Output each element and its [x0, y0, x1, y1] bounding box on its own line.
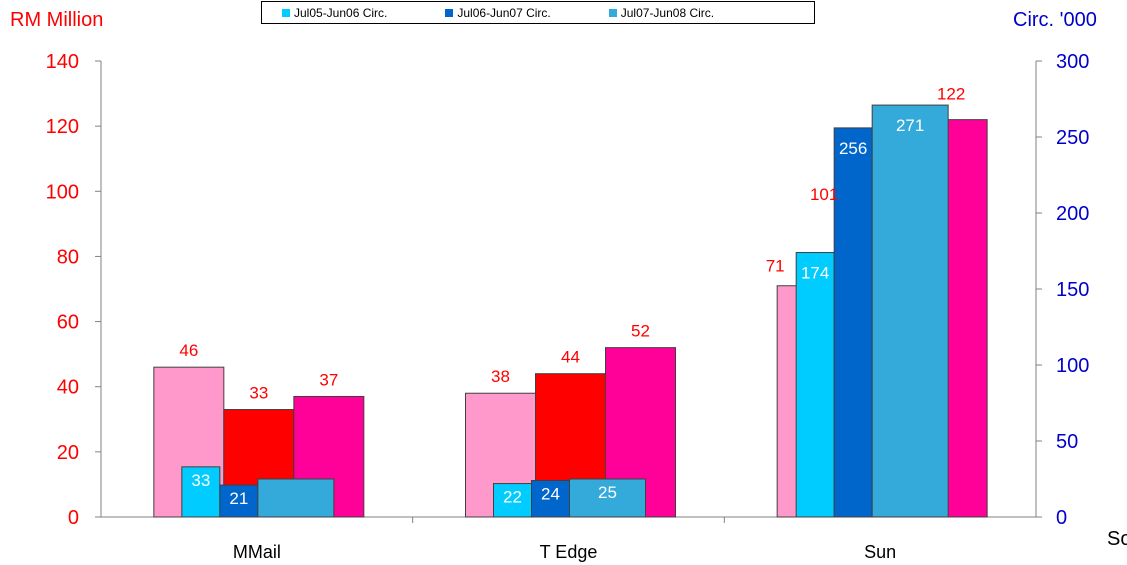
- revenue-data-label: 101: [810, 185, 838, 204]
- left-tick-label: 100: [46, 181, 79, 203]
- right-tick-label: 250: [1056, 127, 1089, 149]
- legend-swatch-3: [608, 8, 617, 17]
- circulation-bar: [531, 480, 570, 518]
- left-tick-label: 40: [57, 377, 79, 399]
- left-tick-label: 120: [46, 116, 79, 138]
- category-label: MMail: [233, 542, 281, 562]
- category-label: Sun: [864, 542, 896, 562]
- circulation-bar: [795, 252, 835, 518]
- legend-label-3: Jul07-Jun08 Circ.: [620, 5, 715, 20]
- legend-swatch-1: [282, 8, 290, 17]
- right-tick-label: 50: [1056, 431, 1078, 453]
- left-tick-label: 140: [46, 51, 79, 73]
- revenue-data-label: 122: [937, 85, 965, 104]
- circulation-bar: [833, 127, 873, 518]
- legend-item-1: Jul05-Jun06 Circ.: [282, 6, 387, 20]
- circulation-data-label: 256: [839, 139, 867, 158]
- chart-title-left-axis: RM Million: [10, 9, 104, 31]
- left-tick-label: 60: [57, 312, 79, 334]
- left-tick-label: 80: [57, 246, 79, 268]
- right-tick-label: 100: [1056, 355, 1089, 377]
- circulation-bar: [871, 104, 949, 518]
- circulation-data-label: 174: [801, 264, 829, 283]
- revenue-data-label: 33: [249, 384, 268, 403]
- right-tick-label: 150: [1056, 279, 1089, 301]
- revenue-data-label: 46: [179, 341, 198, 360]
- circulation-bar: [219, 484, 259, 518]
- circulation-data-label: 25: [598, 483, 617, 502]
- circulation-data-label: 271: [896, 116, 924, 135]
- right-tick-label: 300: [1056, 51, 1089, 73]
- revenue-data-label: 52: [631, 322, 650, 341]
- right-tick-label: 200: [1056, 203, 1089, 225]
- circulation-data-label: 33: [191, 471, 210, 490]
- legend-label-2: Jul06-Jun07 Circ.: [457, 5, 551, 20]
- circulation-data-label: 22: [503, 488, 522, 507]
- revenue-data-label: 37: [319, 370, 338, 389]
- circulation-bar: [493, 483, 532, 518]
- circulation-data-label: 21: [229, 489, 248, 508]
- chart-title-right-axis: Circ. '000: [1013, 9, 1097, 31]
- left-tick-label: 0: [68, 507, 79, 529]
- legend-swatch-2: [445, 8, 454, 17]
- legend-item-3: Jul07-Jun08 Circ.: [608, 5, 715, 20]
- right-tick-label: 0: [1056, 507, 1067, 529]
- revenue-data-label: 38: [491, 367, 510, 386]
- legend-label-1: Jul05-Jun06 Circ.: [294, 5, 388, 20]
- legend: Jul05-Jun06 Circ. Jul06-Jun07 Circ. Jul0…: [261, 1, 815, 24]
- category-label: T Edge: [540, 542, 598, 562]
- left-tick-label: 20: [57, 442, 79, 464]
- circulation-bar: [569, 478, 646, 518]
- circulation-data-label: 24: [541, 485, 560, 504]
- revenue-data-label: 71: [766, 257, 785, 276]
- circulation-bar: [257, 478, 335, 518]
- source-note: So: [1107, 528, 1127, 550]
- revenue-data-label: 44: [561, 348, 580, 367]
- legend-item-2: Jul06-Jun07 Circ.: [445, 5, 551, 20]
